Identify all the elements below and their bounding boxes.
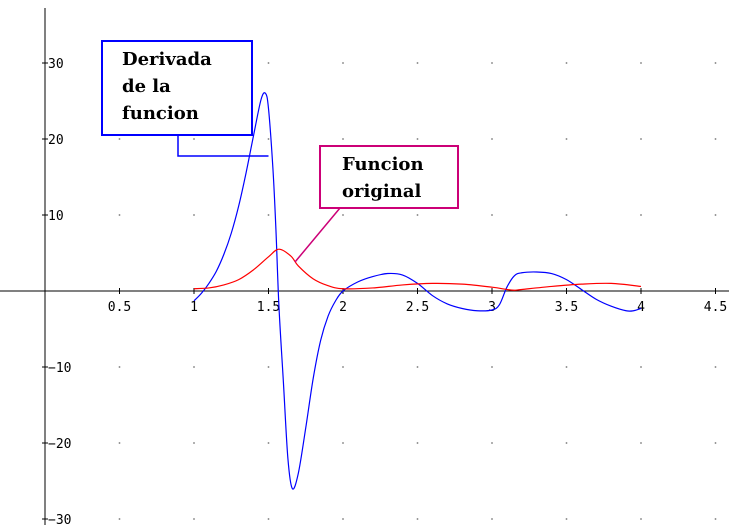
series-group bbox=[193, 92, 642, 490]
annotation-original-box bbox=[319, 145, 459, 209]
x-tick-label: 1 bbox=[190, 300, 198, 315]
grid-dot bbox=[565, 214, 568, 216]
x-tick-label: 4 bbox=[637, 300, 645, 315]
grid-dot bbox=[714, 214, 717, 216]
grid-dot bbox=[193, 442, 195, 444]
grid-dot bbox=[416, 138, 419, 140]
grid-dot bbox=[714, 138, 717, 140]
annotation-original-leader bbox=[294, 207, 341, 263]
grid-dot bbox=[640, 442, 642, 444]
grid-dots bbox=[118, 62, 717, 520]
grid-dot bbox=[267, 518, 270, 520]
grid-dot bbox=[491, 366, 493, 368]
grid-dot bbox=[118, 214, 121, 216]
grid-dot bbox=[267, 214, 270, 216]
grid-dot bbox=[640, 138, 642, 140]
grid-dot bbox=[714, 366, 717, 368]
grid-dot bbox=[342, 366, 344, 368]
grid-dot bbox=[714, 518, 717, 520]
grid-dot bbox=[640, 62, 642, 64]
annotation-original: Funcion original bbox=[294, 145, 459, 263]
grid-dot bbox=[193, 366, 195, 368]
grid-dot bbox=[640, 366, 642, 368]
grid-dot bbox=[267, 366, 270, 368]
grid-dot bbox=[267, 138, 270, 140]
x-tick-label: 4.5 bbox=[704, 300, 727, 315]
grid-dot bbox=[565, 442, 568, 444]
x-tick-label: 3.5 bbox=[555, 300, 578, 315]
y-tick-label: 20 bbox=[48, 133, 64, 148]
grid-dot bbox=[565, 518, 568, 520]
series-derivative-line bbox=[193, 92, 642, 490]
grid-dot bbox=[565, 62, 568, 64]
grid-dot bbox=[416, 62, 419, 64]
grid-dot bbox=[193, 214, 195, 216]
annotation-derivative-box bbox=[101, 40, 253, 136]
axis-ticks: 0.5 1 1.5 2 2.5 3 3.5 4 4.5 30 20 10 −10 −20 −30 bbox=[42, 57, 727, 525]
x-tick-label: 0.5 bbox=[108, 300, 131, 315]
series-original-line bbox=[193, 248, 642, 291]
grid-dot bbox=[491, 214, 493, 216]
grid-dot bbox=[491, 138, 493, 140]
grid-dot bbox=[342, 214, 344, 216]
grid-dot bbox=[267, 442, 270, 444]
grid-dot bbox=[118, 138, 121, 140]
grid-dot bbox=[491, 62, 493, 64]
grid-dot bbox=[640, 214, 642, 216]
grid-dot bbox=[342, 518, 344, 520]
grid-dot bbox=[491, 518, 493, 520]
y-tick-label: −20 bbox=[48, 437, 71, 452]
annotation-original-line: original bbox=[342, 181, 422, 202]
grid-dot bbox=[118, 518, 121, 520]
annotation-derivative-line: funcion bbox=[122, 103, 199, 124]
grid-dot bbox=[118, 366, 121, 368]
annotation-original-line: Funcion bbox=[342, 154, 424, 175]
grid-dot bbox=[565, 138, 568, 140]
grid-dot bbox=[565, 366, 568, 368]
grid-dot bbox=[267, 62, 270, 64]
annotation-derivative-line: de la bbox=[122, 76, 171, 97]
y-tick-label: 10 bbox=[48, 209, 64, 224]
annotation-derivative-line: Derivada bbox=[122, 49, 212, 70]
y-tick-label: 30 bbox=[48, 57, 64, 72]
grid-dot bbox=[193, 138, 195, 140]
y-tick-label: −30 bbox=[48, 513, 71, 525]
grid-dot bbox=[118, 442, 121, 444]
grid-dot bbox=[342, 138, 344, 140]
x-tick-label: 2.5 bbox=[406, 300, 429, 315]
grid-dot bbox=[416, 214, 419, 216]
grid-dot bbox=[491, 442, 493, 444]
x-tick-label: 2 bbox=[339, 300, 347, 315]
grid-dot bbox=[193, 518, 195, 520]
grid-dot bbox=[416, 442, 419, 444]
grid-dot bbox=[416, 518, 419, 520]
y-tick-label: −10 bbox=[48, 361, 71, 376]
x-tick-label: 3 bbox=[488, 300, 496, 315]
annotation-derivative-leader bbox=[177, 135, 269, 157]
grid-dot bbox=[416, 366, 419, 368]
grid-dot bbox=[342, 442, 344, 444]
grid-dot bbox=[714, 442, 717, 444]
x-tick-label: 1.5 bbox=[257, 300, 280, 315]
annotation-derivative: Derivada de la funcion bbox=[101, 40, 269, 157]
grid-dot bbox=[640, 518, 642, 520]
grid-dot bbox=[714, 62, 717, 64]
grid-dot bbox=[342, 62, 344, 64]
